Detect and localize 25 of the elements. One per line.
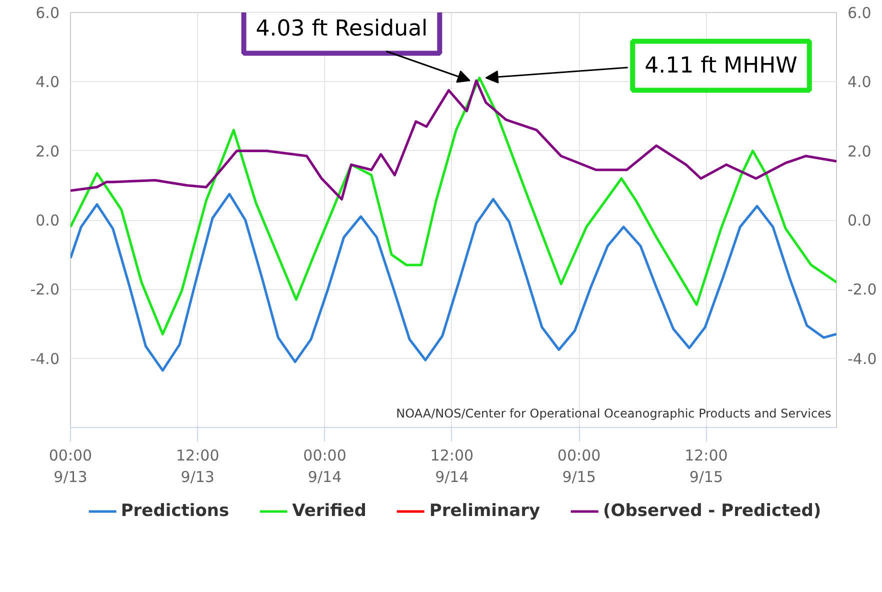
annotation: NOAA/NOS/Center for Operational Oceanographic Products and Services: [396, 406, 832, 421]
y2-tick-label: -2.0: [848, 280, 877, 299]
x-tick-label: 00:00 9/13: [48, 446, 92, 486]
x-tick-label: 12:00 9/15: [684, 446, 728, 486]
y-tick-label: 6.0: [36, 4, 60, 22]
annotation: 4.03 ft Residual: [256, 16, 428, 42]
x-tick-label: 00:00 9/15: [557, 446, 601, 486]
y2-tick-label: 6.0: [848, 4, 872, 22]
y2-tick-label: 4.0: [848, 73, 872, 92]
legend-label: Preliminary: [429, 501, 540, 521]
legend-label: (Observed - Predicted): [603, 501, 822, 521]
y-tick-label: 2.0: [36, 142, 60, 160]
y2-tick-label: 0.0: [848, 212, 872, 230]
y-tick-label: -2.0: [30, 280, 60, 299]
y2-tick-label: 2.0: [848, 142, 872, 160]
legend-label: Verified: [292, 501, 366, 521]
annotation: 4.11 ft MHHW: [644, 53, 798, 78]
y-tick-label: -4.0: [30, 350, 60, 368]
x-tick-label: 00:00 9/14: [303, 446, 346, 486]
y-tick-label: 0.0: [36, 212, 60, 230]
x-tick-label: 12:00 9/14: [430, 446, 474, 486]
y2-tick-label: -4.0: [848, 350, 877, 368]
x-tick-label: 12:00 9/13: [176, 446, 220, 486]
legend-label: Predictions: [120, 501, 230, 521]
y-tick-label: 4.0: [36, 73, 60, 92]
